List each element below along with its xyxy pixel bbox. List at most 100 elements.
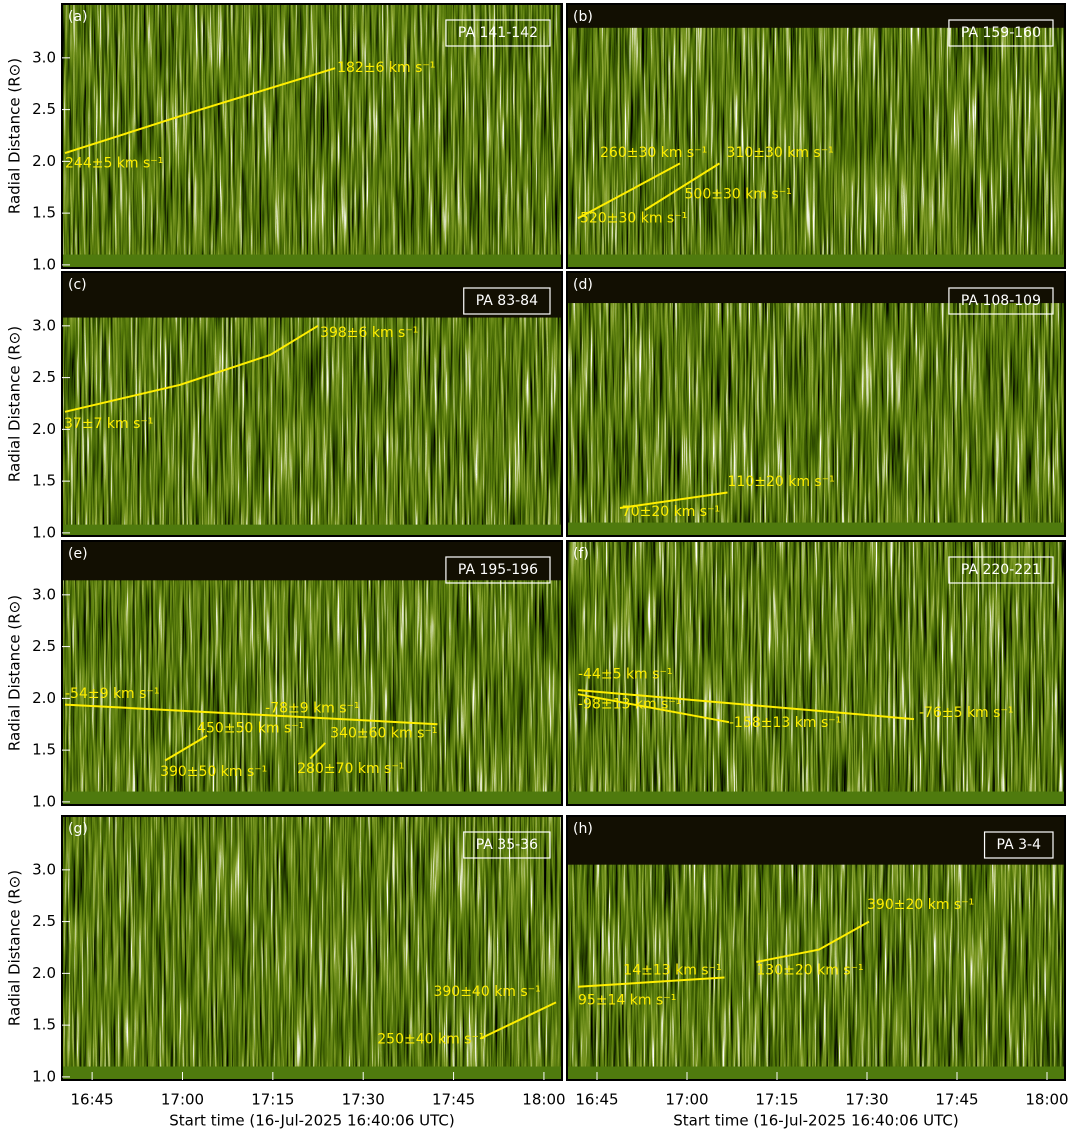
panel-frame xyxy=(566,3,1066,269)
speed-label: -54±9 km s⁻¹ xyxy=(65,686,159,702)
y-tick-label: 2.5 xyxy=(32,100,56,118)
panel-title: PA 220-221 xyxy=(961,562,1041,578)
y-axis-label: Radial Distance (R⊙) xyxy=(6,870,24,1026)
y-tick-label: 1.5 xyxy=(32,741,56,759)
panel: -44±5 km s⁻¹ -98±13 km s⁻¹ -158±13 km s⁻¹ -… xyxy=(566,540,1066,806)
panel-label: (b) xyxy=(573,9,593,25)
title-box xyxy=(948,287,1054,315)
y-tick-label: 1.0 xyxy=(32,1067,56,1085)
occulter xyxy=(62,254,562,268)
track-line xyxy=(479,1001,557,1040)
track-line xyxy=(164,734,208,762)
track-line xyxy=(577,693,730,724)
title-box xyxy=(983,831,1054,859)
panel: 260±30 km s⁻¹ 310±30 km s⁻¹ 500±30 km s⁻¹ 5… xyxy=(566,3,1066,269)
track-line xyxy=(64,703,438,726)
data-image xyxy=(567,27,1065,255)
y-tick-label: 1.5 xyxy=(32,204,56,222)
panel: 390±40 km s⁻¹ 250±40 km s⁻¹ (g) PA 35-36 1.0… xyxy=(6,815,566,1130)
title-box xyxy=(463,831,551,859)
panel-frame xyxy=(61,271,563,537)
speed-label: 520±30 km s⁻¹ xyxy=(580,210,687,226)
track-line xyxy=(64,324,319,413)
panel-title: PA 35-36 xyxy=(476,837,538,853)
y-tick-label: 2.0 xyxy=(32,152,56,170)
track-line xyxy=(756,920,870,963)
panel-label: (f) xyxy=(573,546,589,562)
panel-label: (a) xyxy=(68,9,88,25)
data-image xyxy=(62,816,562,1067)
speed-label: 310±30 km s⁻¹ xyxy=(727,145,834,161)
speed-label: 110±20 km s⁻¹ xyxy=(728,474,835,490)
occulter xyxy=(62,791,562,805)
panel: 182±6 km s⁻¹ 244±5 km s⁻¹ (a) PA 141-142 1.0… xyxy=(6,3,563,273)
track-line xyxy=(577,689,915,721)
panel-frame xyxy=(566,540,1066,806)
panel-frame xyxy=(61,3,563,269)
speed-label: 280±70 km s⁻¹ xyxy=(297,761,404,777)
y-tick-label: 2.0 xyxy=(32,964,56,982)
panel: 390±20 km s⁻¹ 14±13 km s⁻¹ 95±14 km s⁻¹ 130… xyxy=(566,815,1069,1130)
y-tick-label: 2.5 xyxy=(32,912,56,930)
x-tick-label: 17:45 xyxy=(432,1091,475,1109)
speed-label: 95±14 km s⁻¹ xyxy=(578,992,676,1008)
speed-label: 244±5 km s⁻¹ xyxy=(65,155,163,171)
speed-label: -44±5 km s⁻¹ xyxy=(578,667,672,683)
x-tick-label: 18:00 xyxy=(1025,1091,1068,1109)
speed-label: 398±6 km s⁻¹ xyxy=(320,325,418,341)
y-tick-label: 1.0 xyxy=(32,792,56,810)
x-tick-label: 17:30 xyxy=(845,1091,888,1109)
x-axis-label: Start time (16-Jul-2025 16:40:06 UTC) xyxy=(169,1112,454,1130)
panel: 398±6 km s⁻¹ 37±7 km s⁻¹ (c) PA 83-84 1.0 1.5… xyxy=(6,271,563,541)
occulter xyxy=(62,1066,562,1080)
speed-label: -158±13 km s⁻¹ xyxy=(729,715,841,731)
panel: -54±9 km s⁻¹ -78±9 km s⁻¹ 450±50 km s⁻¹ 390… xyxy=(6,540,563,810)
y-axis-label: Radial Distance (R⊙) xyxy=(6,326,24,482)
speed-label: 37±7 km s⁻¹ xyxy=(64,416,153,432)
no-data-top xyxy=(62,272,562,318)
occulter xyxy=(567,254,1065,268)
panel: 110±20 km s⁻¹ 70±20 km s⁻¹ (d) PA 108-109 xyxy=(566,271,1066,537)
title-box xyxy=(463,287,551,315)
panel-title: PA 83-84 xyxy=(476,293,538,309)
speed-label: 450±50 km s⁻¹ xyxy=(197,720,304,736)
x-tick-label: 17:15 xyxy=(755,1091,798,1109)
speed-label: 390±40 km s⁻¹ xyxy=(433,984,540,1000)
speed-label: -98±13 km s⁻¹ xyxy=(578,697,681,713)
panel-title: PA 3-4 xyxy=(997,837,1042,853)
panel-frame xyxy=(566,271,1066,537)
panel-title: PA 195-196 xyxy=(458,562,538,578)
speed-label: -76±5 km s⁻¹ xyxy=(919,705,1013,721)
no-data-top xyxy=(62,541,562,581)
occulter xyxy=(567,791,1065,805)
x-tick-label: 17:45 xyxy=(935,1091,978,1109)
y-tick-label: 3.0 xyxy=(32,585,56,603)
y-tick-label: 3.0 xyxy=(32,316,56,334)
x-axis-label: Start time (16-Jul-2025 16:40:06 UTC) xyxy=(673,1112,958,1130)
title-box xyxy=(445,556,551,584)
y-tick-label: 2.0 xyxy=(32,689,56,707)
panel-frame xyxy=(61,815,563,1081)
title-box xyxy=(948,556,1054,584)
panel-label: (g) xyxy=(68,821,88,837)
speed-label: 390±50 km s⁻¹ xyxy=(160,764,267,780)
speed-label: -78±9 km s⁻¹ xyxy=(265,701,359,717)
occulter xyxy=(567,1066,1065,1080)
track-line xyxy=(644,162,721,211)
y-tick-label: 1.5 xyxy=(32,472,56,490)
data-image xyxy=(567,864,1065,1067)
occulter xyxy=(567,522,1065,536)
occulter xyxy=(62,524,562,536)
x-tick-label: 17:15 xyxy=(251,1091,294,1109)
track-line xyxy=(619,491,728,509)
x-tick-label: 17:00 xyxy=(161,1091,204,1109)
speed-label: 182±6 km s⁻¹ xyxy=(337,60,435,76)
title-box xyxy=(948,19,1054,47)
panel-title: PA 159-160 xyxy=(961,25,1041,41)
speed-label: 70±20 km s⁻¹ xyxy=(622,504,720,520)
speed-label: 14±13 km s⁻¹ xyxy=(623,962,721,978)
panel-frame xyxy=(566,815,1066,1081)
panel-frame xyxy=(61,540,563,806)
y-tick-label: 1.0 xyxy=(32,523,56,541)
